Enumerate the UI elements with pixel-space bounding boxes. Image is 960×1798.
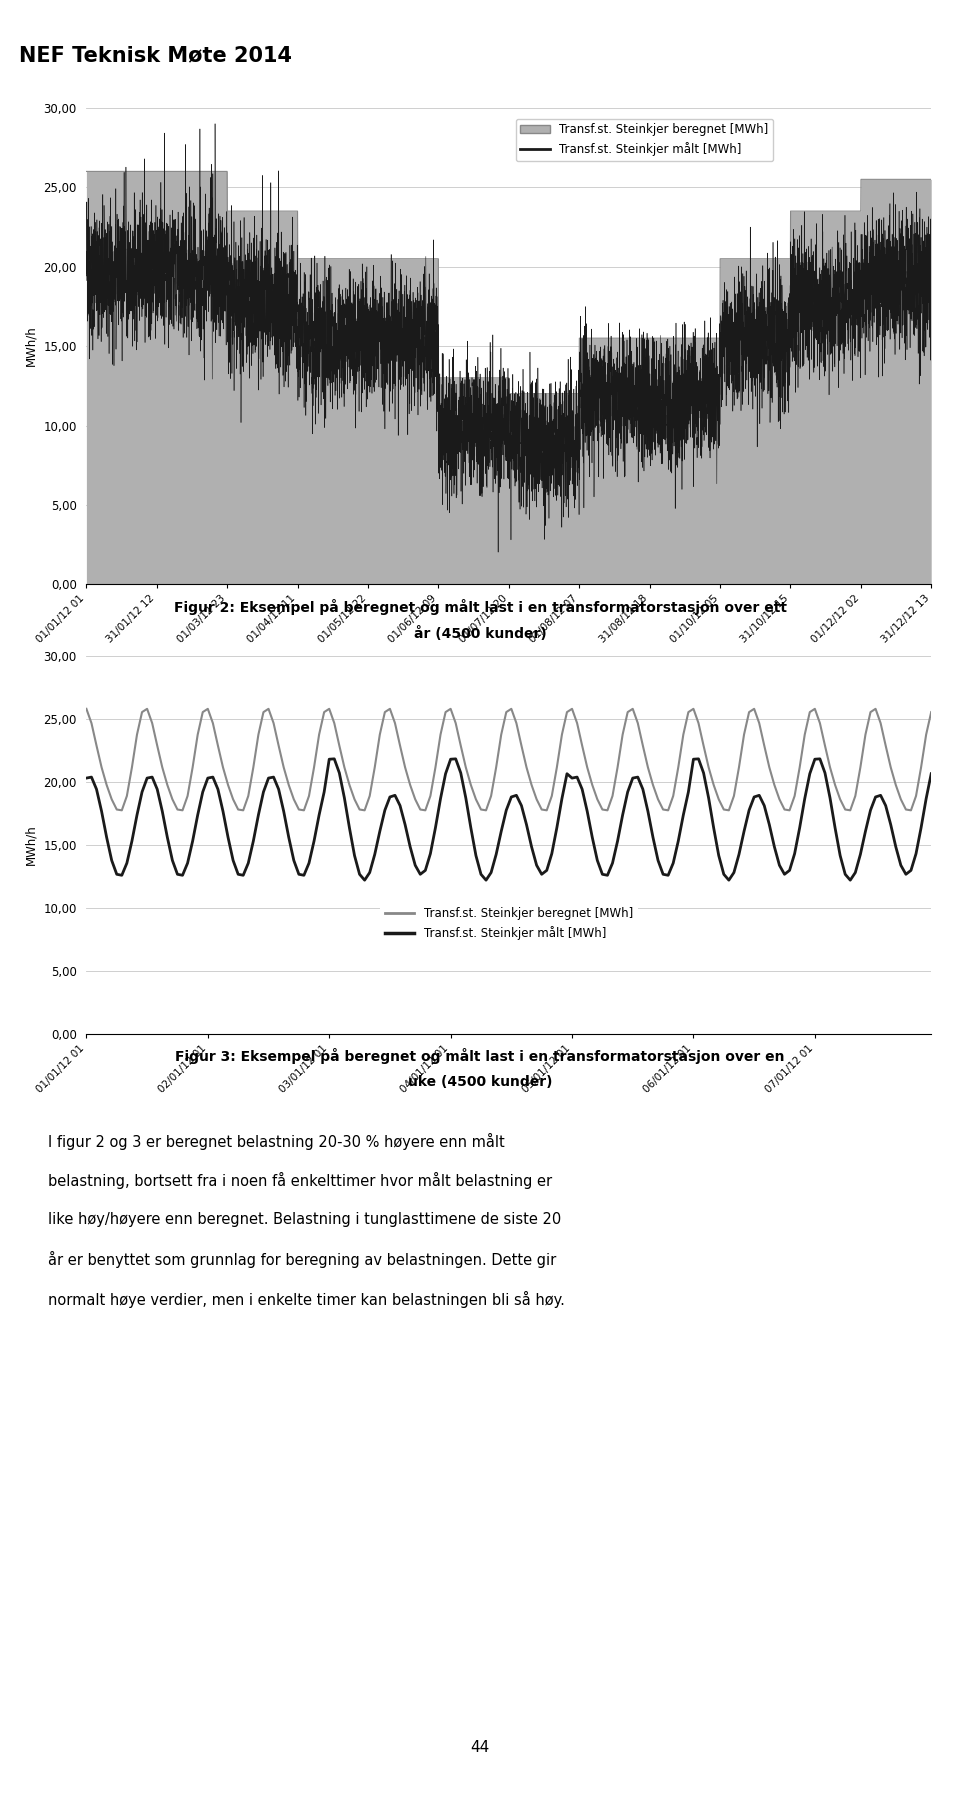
Text: uke (4500 kunder): uke (4500 kunder) (408, 1075, 552, 1090)
Y-axis label: MWh/h: MWh/h (25, 825, 37, 865)
Text: belastning, bortsett fra i noen få enkelttimer hvor målt belastning er: belastning, bortsett fra i noen få enkel… (48, 1172, 552, 1188)
Text: Figur 3: Eksempel på beregnet og målt last i en transformatorstasjon over en: Figur 3: Eksempel på beregnet og målt la… (176, 1048, 784, 1064)
Text: NEF Teknisk Møte 2014: NEF Teknisk Møte 2014 (19, 45, 292, 65)
Text: Figur 2: Eksempel på beregnet og målt last i en transformatorstasjon over ett: Figur 2: Eksempel på beregnet og målt la… (174, 599, 786, 615)
Text: år (4500 kunder): år (4500 kunder) (414, 626, 546, 640)
Legend: Transf.st. Steinkjer beregnet [MWh], Transf.st. Steinkjer målt [MWh]: Transf.st. Steinkjer beregnet [MWh], Tra… (516, 119, 773, 160)
Text: normalt høye verdier, men i enkelte timer kan belastningen bli så høy.: normalt høye verdier, men i enkelte time… (48, 1291, 564, 1307)
Y-axis label: MWh/h: MWh/h (25, 325, 37, 367)
Text: like høy/høyere enn beregnet. Belastning i tunglasttimene de siste 20: like høy/høyere enn beregnet. Belastning… (48, 1212, 562, 1226)
Text: år er benyttet som grunnlag for beregning av belastningen. Dette gir: år er benyttet som grunnlag for beregnin… (48, 1251, 556, 1268)
Text: I figur 2 og 3 er beregnet belastning 20-30 % høyere enn målt: I figur 2 og 3 er beregnet belastning 20… (48, 1133, 505, 1149)
Legend: Transf.st. Steinkjer beregnet [MWh], Transf.st. Steinkjer målt [MWh]: Transf.st. Steinkjer beregnet [MWh], Tra… (380, 903, 637, 946)
Text: 44: 44 (470, 1740, 490, 1755)
